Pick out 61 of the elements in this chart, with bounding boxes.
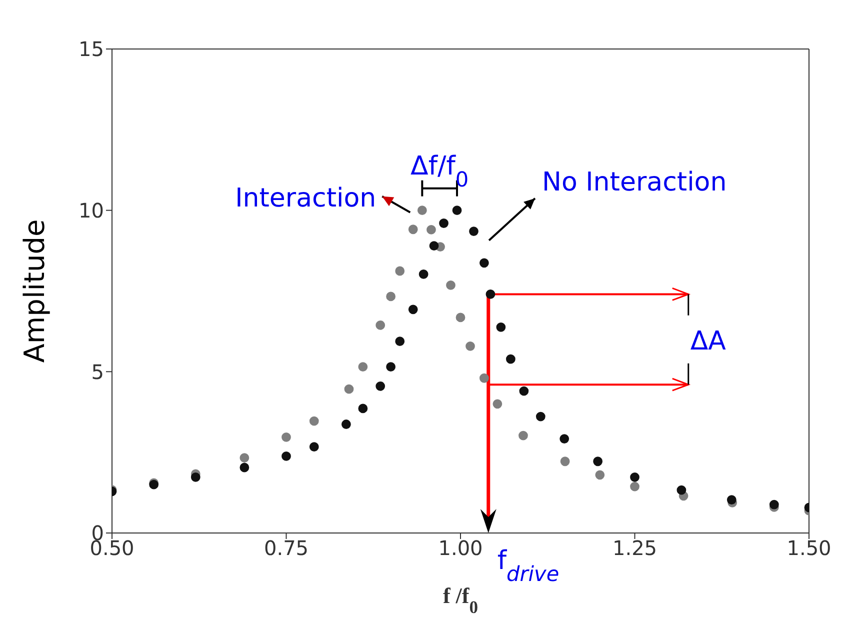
point [466,341,475,351]
point [309,442,319,452]
point [519,386,529,396]
point [190,472,200,482]
y-tick-label: 5 [91,360,104,384]
point [452,206,462,216]
point [726,495,736,504]
y-axis-title: Amplitude [18,219,50,363]
point [486,290,496,299]
point [408,304,418,314]
point [630,482,640,492]
point [426,224,436,234]
y-tick-label: 10 [78,198,104,222]
x-tick-label: 1.50 [786,536,832,560]
point [506,354,516,364]
point [344,384,354,394]
point [518,430,528,440]
annotation: ΔA [690,326,726,356]
point [446,280,456,290]
point [676,485,686,495]
point [496,322,506,332]
series-label: Interaction [235,183,376,214]
point [376,320,386,330]
y-tick-label: 15 [78,37,104,62]
x-axis-title: f /f$_{0}$ [442,583,478,617]
point [395,336,405,346]
point [358,362,368,372]
x-tick-label: 1.25 [612,536,658,560]
annotation: Δf/f$_{0}$ [410,151,469,192]
point [469,226,478,236]
x-tick-label: 0.75 [264,536,309,560]
point [282,452,291,461]
point [418,270,428,279]
point [408,224,418,234]
point [376,381,386,391]
text: No Interaction [542,167,727,198]
point [456,312,466,322]
point [595,470,605,480]
point [417,206,427,216]
point [480,373,489,383]
point [386,362,396,372]
point [282,432,291,442]
point [395,266,405,276]
point [492,399,502,409]
point [240,453,250,463]
point [480,258,489,268]
point [358,404,368,414]
point [536,412,546,422]
point [769,500,779,510]
point [240,462,250,472]
point [593,456,603,466]
x-tick-label: 1.00 [438,536,483,560]
point [309,416,319,426]
point [429,241,439,251]
point [560,456,570,466]
ref-line-label: f$_{drive}$ [497,546,560,586]
point [386,292,396,302]
point [439,218,448,228]
point [630,472,640,482]
point [341,420,351,429]
point [560,434,570,444]
